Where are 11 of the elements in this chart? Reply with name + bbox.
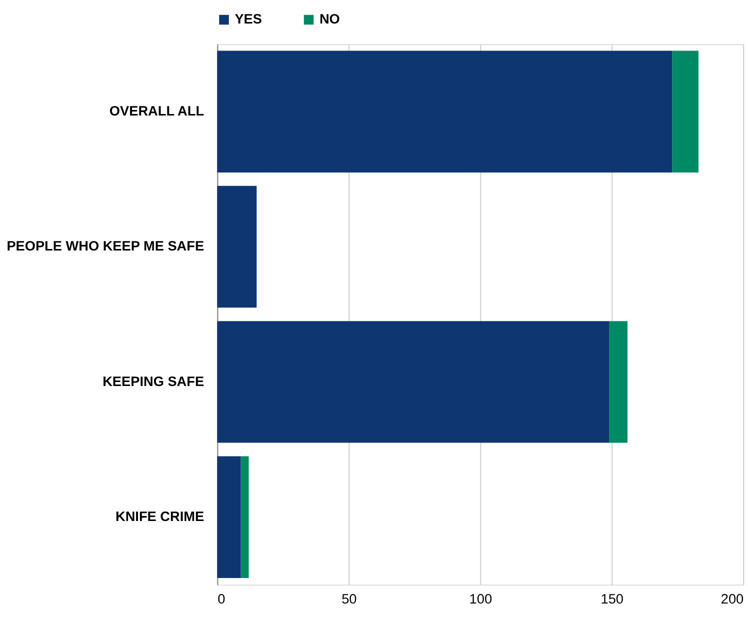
x-tick-label: 100 xyxy=(469,592,492,607)
y-tick-label: KNIFE CRIME xyxy=(115,508,204,524)
x-tick-label: 50 xyxy=(342,592,358,607)
legend-label: NO xyxy=(319,12,340,27)
legend-label: YES xyxy=(234,12,262,27)
y-tick-label: PEOPLE WHO KEEP ME SAFE xyxy=(6,238,204,254)
x-tick-label: 0 xyxy=(218,592,226,607)
x-tick-label: 150 xyxy=(600,592,624,607)
x-tick-label: 200 xyxy=(720,592,744,607)
y-tick-label: OVERALL ALL xyxy=(109,104,204,119)
y-tick-label: KEEPING SAFE xyxy=(102,374,204,389)
